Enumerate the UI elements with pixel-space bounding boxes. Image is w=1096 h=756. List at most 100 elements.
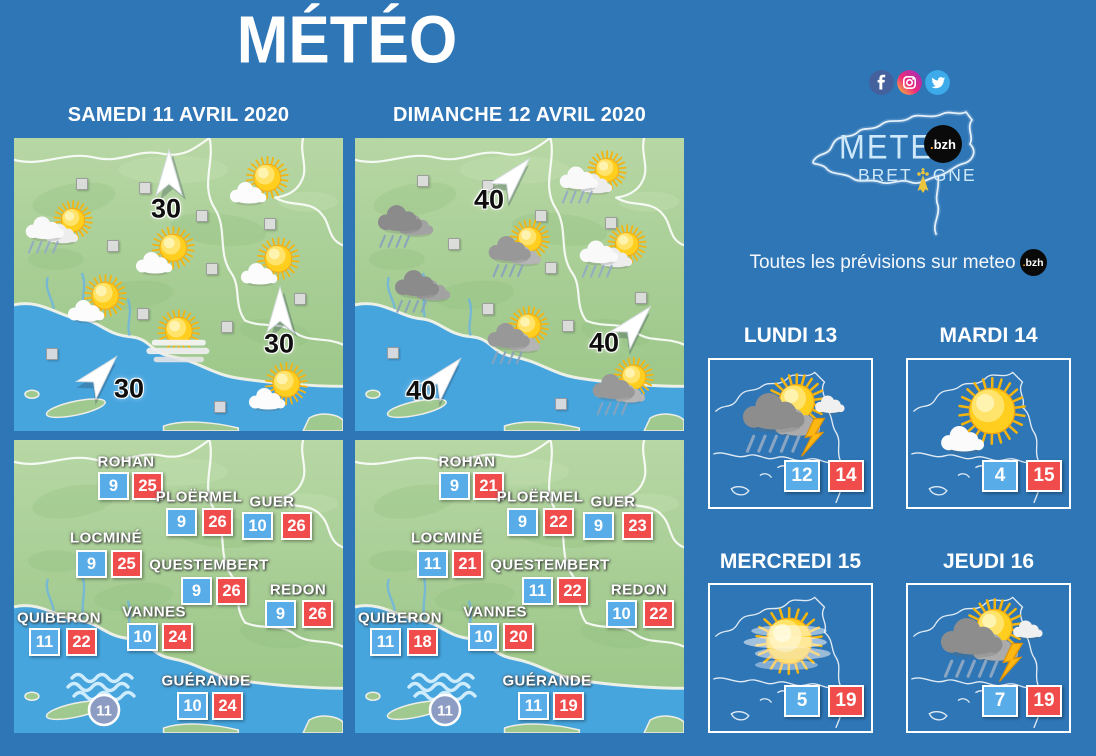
weather-icon-sun-cloud-rain — [553, 144, 643, 216]
sun-icon — [958, 376, 1026, 445]
wind-arrow — [598, 290, 668, 361]
weather-icon-sun-cloud — [54, 266, 144, 338]
town-min-temp: 11 — [370, 628, 401, 656]
wind-speed-label: 30 — [113, 373, 145, 404]
cloud-icon — [940, 617, 1003, 658]
town-max-temp: 18 — [407, 628, 438, 656]
town-marker — [214, 401, 226, 413]
cloud-icon — [941, 426, 984, 454]
ermine-icon — [916, 168, 929, 193]
temp-map-sunday: ROHAN 9 21 PLOËRMEL 9 22 GUER 9 23 LOCMINÉ … — [355, 440, 684, 735]
town-marker — [139, 182, 151, 194]
card-title-wednesday: MERCREDI 15 — [719, 550, 862, 573]
town-label: LOCMINÉ — [70, 529, 142, 547]
town-marker — [555, 398, 567, 410]
sea-temperature-badge: 11 — [407, 670, 483, 732]
weather-icon-sun-cloud — [122, 218, 212, 290]
town-marker — [635, 292, 647, 304]
brittany-outline — [810, 109, 977, 237]
weather-icon-sun-cloud-rain — [573, 218, 663, 290]
cloud-icon — [1013, 620, 1043, 640]
min-temp: 5 — [784, 685, 820, 717]
tagline-text: Toutes les prévisions sur meteo — [749, 251, 1016, 273]
rain-icon — [492, 264, 524, 278]
tagline: Toutes les prévisions sur meteo. bzh — [700, 249, 1096, 276]
town-min-temp: 9 — [507, 508, 538, 536]
rain-icon — [27, 240, 59, 254]
facebook-icon[interactable] — [869, 70, 894, 95]
rain-icon — [561, 190, 593, 204]
town-max-temp: 21 — [473, 472, 504, 500]
town-max-temp: 20 — [503, 623, 534, 651]
wind-speed-label: 40 — [588, 327, 620, 358]
twitter-icon[interactable] — [925, 70, 950, 95]
town-min-temp: 9 — [265, 600, 296, 628]
wind-speed-label: 30 — [150, 193, 182, 224]
town-label: QUIBERON — [16, 609, 102, 627]
town-min-temp: 10 — [127, 623, 158, 651]
town-max-temp: 25 — [132, 472, 163, 500]
logo-wordmark: METE — [839, 127, 934, 167]
town-max-temp: 21 — [452, 550, 483, 578]
card-title-tuesday: MARDI 14 — [939, 324, 1038, 347]
lightning-icon — [999, 642, 1024, 682]
weather-icon-dark-cloud-rain — [365, 191, 455, 263]
town-label: REDON — [269, 581, 327, 599]
town-label: GUÉRANDE — [502, 672, 592, 690]
town-marker — [264, 218, 276, 230]
town-marker — [482, 303, 494, 315]
town-min-temp: 11 — [518, 692, 549, 720]
cloud-icon — [579, 240, 618, 266]
town-max-temp: 22 — [643, 600, 674, 628]
town-label: QUIBERON — [357, 609, 443, 627]
fog-icon — [146, 339, 210, 363]
wind-speed-label: 30 — [263, 328, 295, 359]
forecast-card-tuesday: 4 15 — [906, 358, 1071, 509]
bzh-badge: . bzh — [1019, 249, 1047, 276]
wind-arrow — [149, 146, 189, 206]
logo-subtitle: BRET GNE — [858, 165, 977, 195]
page-title: MÉTÉO — [236, 3, 458, 78]
town-max-temp: 19 — [553, 692, 584, 720]
cloud-icon — [592, 374, 635, 402]
sky-map-sunday: 40 40 40 — [355, 138, 684, 431]
wind-arrow — [477, 142, 547, 213]
town-min-temp: 9 — [98, 472, 129, 500]
town-max-temp: 25 — [111, 550, 142, 578]
town-label: GUER — [590, 493, 636, 511]
rain-icon — [943, 659, 999, 678]
sky-map-saturday: 30 30 30 — [14, 138, 343, 431]
cloud-icon — [487, 323, 530, 351]
wind-speed-label: 40 — [405, 375, 437, 406]
town-marker — [107, 240, 119, 252]
sun-icon — [83, 274, 127, 318]
town-min-temp: 9 — [166, 508, 197, 536]
wind-arrow — [64, 340, 134, 411]
town-min-temp: 9 — [439, 472, 470, 500]
weather-icon-sun-graycloud-rain — [577, 352, 667, 424]
town-marker — [294, 293, 306, 305]
card-title-monday: LUNDI 13 — [743, 324, 838, 347]
instagram-icon[interactable] — [897, 70, 922, 95]
day-header-sunday: DIMANCHE 12 AVRIL 2020 — [393, 104, 646, 126]
weather-icon-hazy-sun — [726, 593, 852, 694]
town-marker — [137, 308, 149, 320]
town-label: QUESTEMBERT — [149, 556, 269, 574]
weather-icon-sun-cloud-rain — [19, 194, 109, 266]
rain-icon — [745, 434, 801, 453]
forecast-card-thursday: 7 19 — [906, 583, 1071, 733]
cloud-icon — [25, 216, 64, 242]
cloud-icon — [67, 299, 105, 324]
town-min-temp: 9 — [583, 512, 614, 540]
morbihan-outline-map — [710, 360, 871, 507]
morbihan-outline-map — [908, 585, 1069, 732]
temp-map-saturday: ROHAN 9 25 PLOËRMEL 9 26 GUER 10 26 LOCMINÉ… — [14, 440, 343, 735]
town-marker — [417, 175, 429, 187]
weather-icon-sun-cloud — [235, 354, 325, 426]
weather-icon-sun-graycloud-rain — [472, 301, 562, 373]
max-temp: 19 — [828, 685, 864, 717]
svg-text:11: 11 — [96, 703, 112, 720]
lightning-icon — [801, 417, 826, 457]
town-label: ROHAN — [438, 453, 496, 471]
